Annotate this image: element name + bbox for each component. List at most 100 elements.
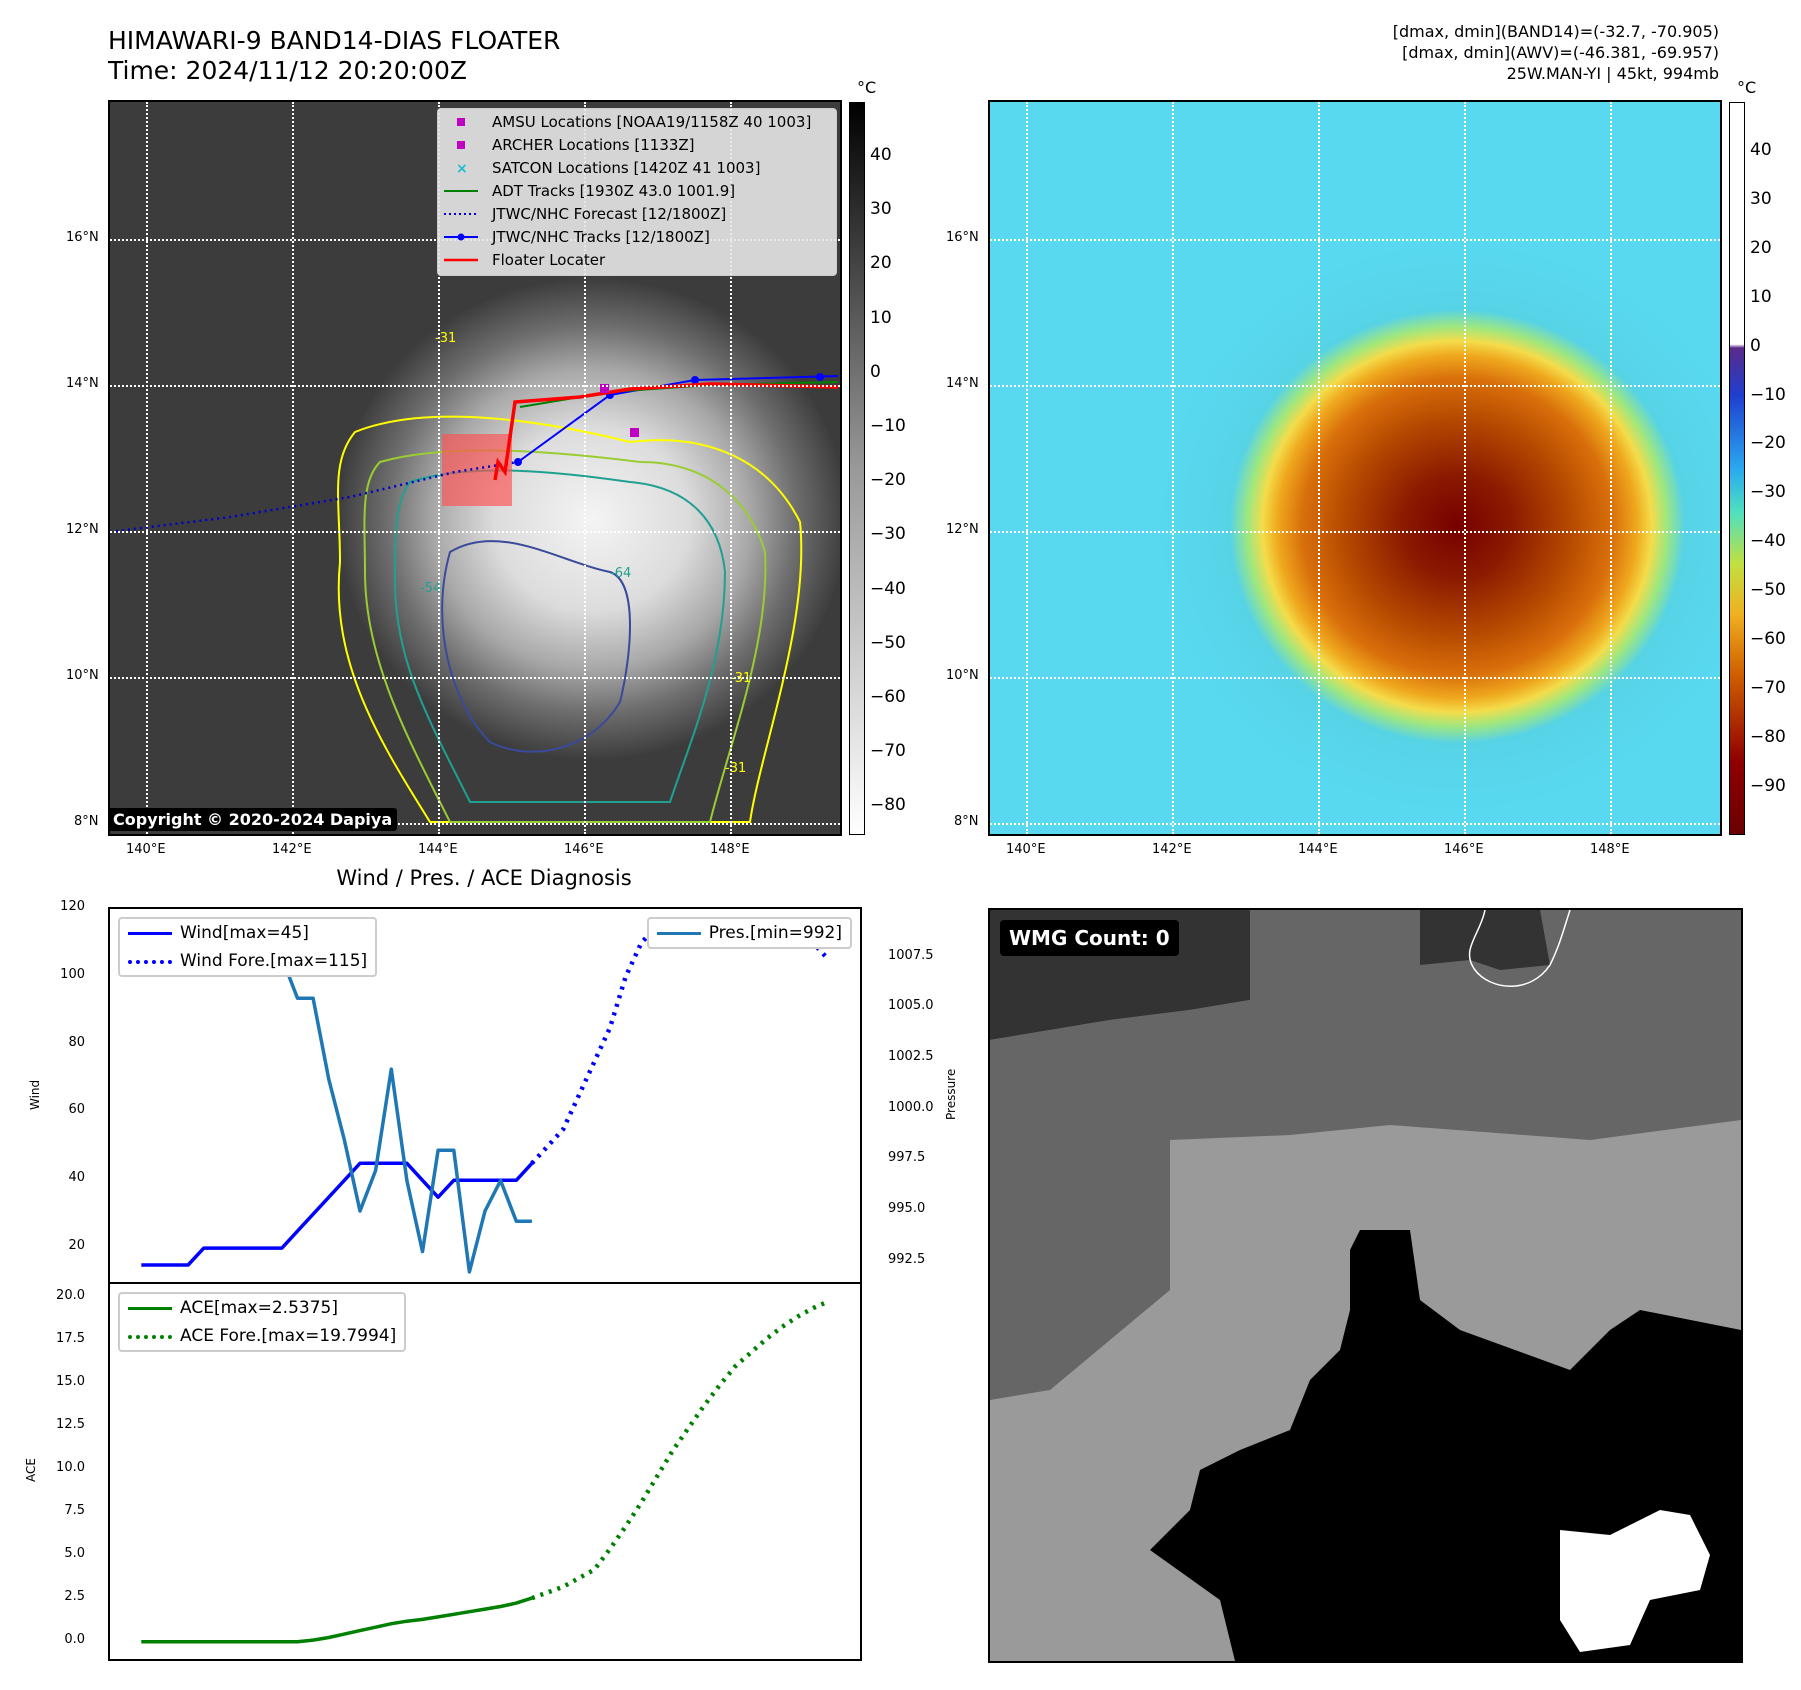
- wmg-image: [990, 910, 1741, 1661]
- grid-line: [1172, 102, 1174, 834]
- legend-label: Wind[max=45]: [180, 923, 309, 943]
- grid-line: [990, 677, 1720, 679]
- colorbar-tick: 30: [1750, 188, 1772, 209]
- colorbar-tick: −80: [1750, 726, 1786, 747]
- colorbar-tick: 0: [870, 361, 881, 382]
- diagnosis-title: Wind / Pres. / ACE Diagnosis: [336, 866, 632, 890]
- contour-label: -31: [730, 671, 751, 686]
- lon-label: 146°E: [564, 842, 604, 857]
- lat-label: 16°N: [946, 230, 979, 245]
- lat-label: 8°N: [954, 814, 979, 829]
- lat-label: 14°N: [66, 376, 99, 391]
- axis-tick-label: 12.5: [56, 1416, 85, 1432]
- floater-box: [442, 434, 512, 506]
- lon-label: 146°E: [1444, 842, 1484, 857]
- contour-yellow: [337, 415, 803, 823]
- colorbar-tick: −70: [870, 741, 906, 762]
- colorbar-tick: 10: [870, 307, 892, 328]
- ir-map-legend: AMSU Locations [NOAA19/1158Z 40 1003] AR…: [437, 108, 837, 276]
- axis-tick-label: 17.5: [56, 1330, 85, 1346]
- lon-label: 144°E: [1298, 842, 1338, 857]
- grid-line: [990, 531, 1720, 533]
- lon-label: 140°E: [126, 842, 166, 857]
- colorbar-tick: −60: [1750, 629, 1786, 649]
- ace-plot: [141, 1299, 830, 1644]
- colorbar-tick: −50: [870, 632, 906, 653]
- axis-tick-label: 20: [68, 1238, 85, 1254]
- lon-label: 142°E: [272, 842, 312, 857]
- ace-axis-label: ACE: [24, 1458, 38, 1482]
- legend-label: ACE[max=2.5375]: [180, 1298, 338, 1318]
- legend-label: JTWC/NHC Forecast [12/1800Z]: [492, 205, 727, 223]
- axis-tick-label: 992.5: [888, 1251, 926, 1267]
- lat-label: 14°N: [946, 376, 979, 391]
- contour-label: -31: [725, 761, 746, 776]
- jtwc-track-point: [691, 376, 699, 384]
- colorbar-tick: −70: [1750, 677, 1786, 698]
- info-awv: [dmax, dmin](AWV)=(-46.381, -69.957): [1402, 43, 1719, 62]
- legend-label: AMSU Locations [NOAA19/1158Z 40 1003]: [492, 113, 812, 131]
- legend-item: ACE Fore.[max=19.7994]: [120, 1322, 404, 1350]
- contour-teal: [393, 469, 727, 803]
- grid-line: [1318, 102, 1320, 834]
- contour-navy: [441, 540, 631, 753]
- colorbar-tick: 40: [870, 145, 892, 165]
- floater-locater-track: [493, 382, 839, 481]
- legend-label: ADT Tracks [1930Z 43.0 1001.9]: [492, 182, 736, 200]
- legend-label: Pres.[min=992]: [708, 923, 842, 943]
- contour-label: -31: [435, 331, 456, 346]
- colorbar-tick: −10: [870, 416, 906, 436]
- pres-legend: Pres.[min=992]: [646, 917, 852, 949]
- axis-tick-label: 20.0: [56, 1287, 85, 1303]
- axis-tick-label: 1002.5: [888, 1049, 934, 1064]
- colorbar-tick: 0: [1750, 335, 1761, 356]
- svg-text:×: ×: [456, 161, 468, 177]
- axis-tick-label: 15.0: [56, 1373, 85, 1389]
- series-line: [531, 1299, 830, 1601]
- wind-legend: Wind[max=45] Wind Fore.[max=115]: [118, 917, 378, 977]
- legend-item: Pres.[min=992]: [649, 919, 850, 947]
- grid-line: [990, 239, 1720, 241]
- wmg-count-badge: WMG Count: 0: [1000, 920, 1179, 956]
- contour-label: -64: [610, 566, 631, 581]
- axis-tick-label: 0.0: [64, 1631, 85, 1647]
- lon-label: 144°E: [418, 842, 458, 857]
- colorbar-tick: −80: [870, 795, 906, 816]
- grid-line: [1610, 102, 1612, 834]
- legend-item: Wind[max=45]: [120, 919, 375, 947]
- legend-label: SATCON Locations [1420Z 41 1003]: [492, 159, 761, 177]
- series-line: [172, 925, 532, 1274]
- colorbar-tick: 20: [870, 253, 892, 274]
- colorbar-tick: −50: [1750, 580, 1786, 601]
- axis-tick-label: 1000.0: [888, 1099, 934, 1115]
- lon-label: 142°E: [1152, 842, 1192, 857]
- series-line: [141, 1161, 534, 1267]
- legend-item: Wind Fore.[max=115]: [120, 947, 375, 975]
- legend-label: ACE Fore.[max=19.7994]: [180, 1326, 397, 1346]
- gray-cbar-unit: °C: [857, 78, 877, 97]
- pres-axis-label: Pressure: [944, 1068, 958, 1120]
- axis-tick-label: 40: [68, 1170, 85, 1186]
- legend-item: ACE[max=2.5375]: [120, 1294, 404, 1322]
- color-map-panel: [988, 100, 1722, 836]
- color-colorbar: [1729, 102, 1745, 835]
- axis-tick-label: 995.0: [888, 1201, 926, 1217]
- chart-time: Time: 2024/11/12 20:20:00Z: [108, 56, 467, 85]
- legend-label: ARCHER Locations [1133Z]: [492, 136, 695, 154]
- wmg-region-mid: [990, 910, 1741, 1400]
- jtwc-track-point: [816, 373, 824, 381]
- grid-line: [1026, 102, 1028, 834]
- wmg-panel: [988, 908, 1743, 1663]
- colorbar-tick: −30: [1750, 482, 1786, 503]
- gray-colorbar: [849, 102, 865, 835]
- lat-label: 10°N: [946, 668, 979, 683]
- colorbar-tick: −20: [870, 470, 906, 491]
- colorbar-tick: 30: [870, 199, 892, 220]
- axis-tick-label: 2.5: [64, 1588, 85, 1604]
- colorbar-tick: −10: [1750, 384, 1786, 405]
- colorbar-tick: −30: [870, 524, 906, 545]
- info-storm: 25W.MAN-YI | 45kt, 994mb: [1506, 64, 1719, 83]
- lon-label: 148°E: [710, 842, 750, 857]
- legend-label: Floater Locater: [492, 251, 606, 269]
- wmg-region-white: [1560, 1510, 1710, 1652]
